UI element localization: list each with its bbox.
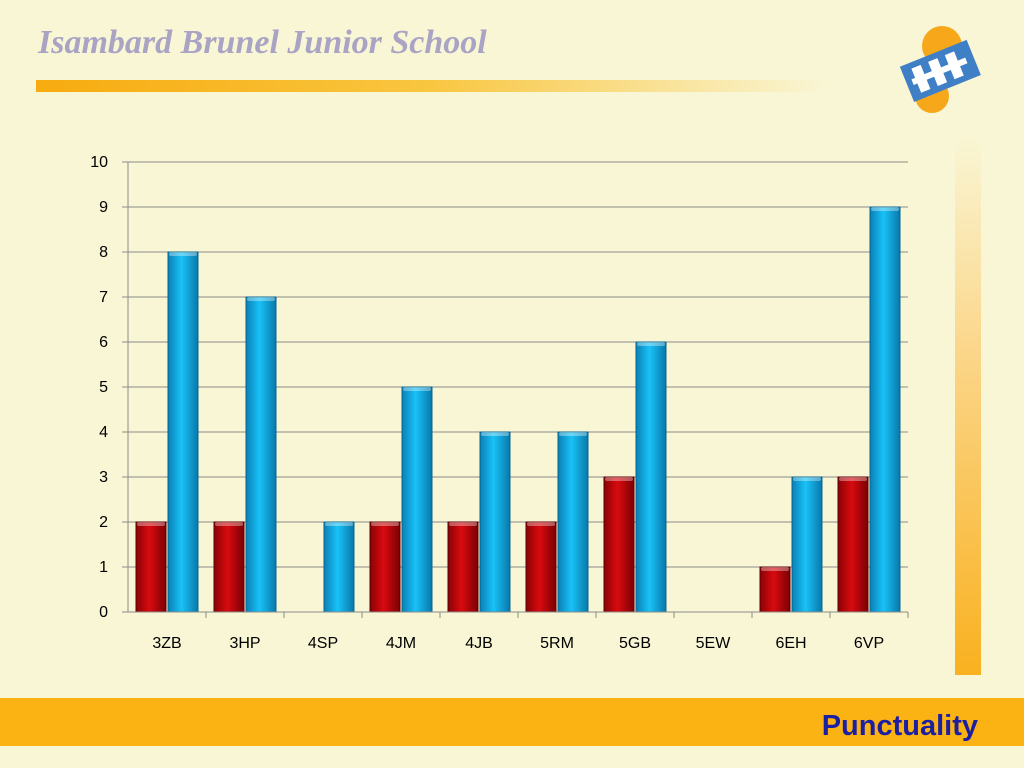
y-tick-label: 4 [99,424,108,441]
footer-title: Punctuality [821,710,978,742]
y-tick-label: 1 [99,559,108,576]
bar-highlight [247,297,275,301]
bar-highlight [605,477,633,481]
bar-s1-4JM [369,521,401,613]
y-tick-label: 7 [99,289,108,306]
x-tick-label: 3HP [229,635,260,652]
bar-highlight [527,522,555,526]
bar-highlight [403,387,431,391]
bar-highlight [839,477,867,481]
bar-highlight [137,522,165,526]
bar-s1-3ZB [135,521,167,613]
bar-highlight [761,567,789,571]
y-tick-label: 8 [99,244,108,261]
y-tick-label: 3 [99,469,108,486]
x-tick-label: 5RM [540,635,574,652]
bar-s2-5GB [635,341,667,613]
bar-highlight [481,432,509,436]
x-tick-label: 4SP [308,635,338,652]
bar-highlight [325,522,353,526]
title-underline-bar [36,80,826,92]
bar-highlight [871,207,899,211]
y-tick-label: 0 [99,604,108,621]
bar-highlight [559,432,587,436]
bar-s1-5GB [603,476,635,613]
y-tick-label: 10 [90,154,108,171]
bar-s1-3HP [213,521,245,613]
side-decoration-bar [955,135,981,675]
x-tick-label: 6VP [854,635,884,652]
school-sun-logo-icon [899,26,981,113]
x-tick-label: 3ZB [152,635,181,652]
bar-s1-6EH [759,566,791,613]
bar-highlight [449,522,477,526]
footer-band [0,698,1024,746]
bar-s2-3ZB [167,251,199,613]
y-tick-label: 2 [99,514,108,531]
y-tick-label: 9 [99,199,108,216]
bar-highlight [637,342,665,346]
bar-s2-5RM [557,431,589,613]
x-tick-label: 5GB [619,635,651,652]
bar-highlight [371,522,399,526]
bar-s2-6EH [791,476,823,613]
bar-s2-4JM [401,386,433,613]
bar-s2-4JB [479,431,511,613]
x-tick-label: 4JM [386,635,416,652]
x-tick-label: 6EH [775,635,806,652]
x-tick-label: 5EW [696,635,732,652]
bar-s2-3HP [245,296,277,613]
school-title: Isambard Brunel Junior School [38,24,487,61]
bar-s2-4SP [323,521,355,613]
bar-s2-6VP [869,206,901,613]
bar-s1-5RM [525,521,557,613]
bar-highlight [215,522,243,526]
bar-highlight [169,252,197,256]
bar-highlight [793,477,821,481]
y-tick-label: 6 [99,334,108,351]
y-tick-label: 5 [99,379,108,396]
bar-s1-6VP [837,476,869,613]
x-tick-label: 4JB [465,635,493,652]
bar-s1-4JB [447,521,479,613]
